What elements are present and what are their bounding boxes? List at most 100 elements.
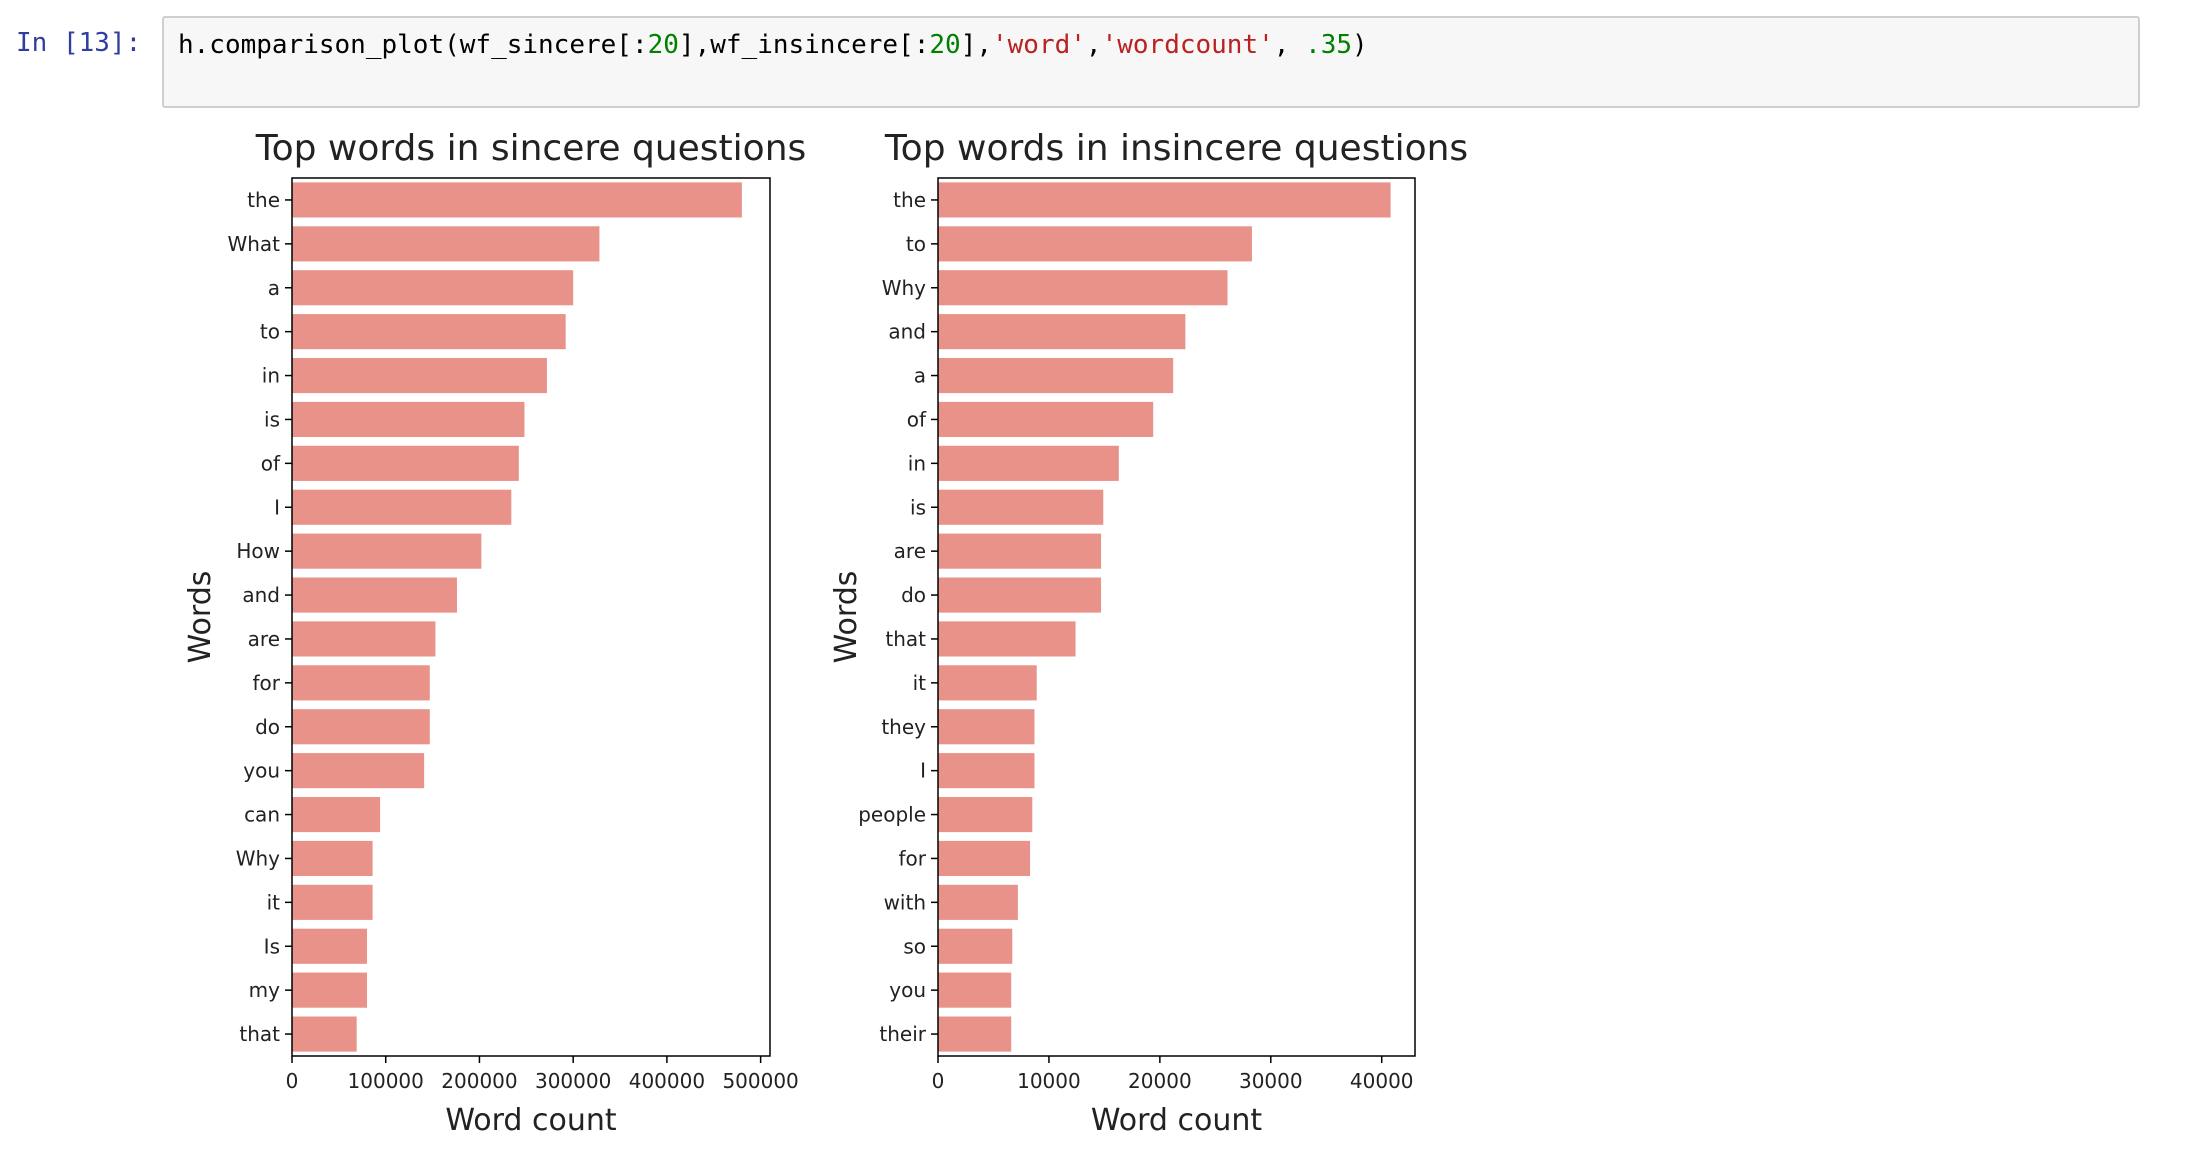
bar	[938, 401, 1154, 438]
bar	[938, 270, 1228, 306]
y-tick-label: the	[247, 188, 280, 212]
code-token: 20	[647, 30, 679, 60]
code-token: ],wf_insincere[:	[678, 30, 930, 60]
y-axis-label: Words	[183, 571, 218, 664]
y-tick-label: Is	[264, 934, 280, 958]
bar	[938, 928, 1013, 964]
y-tick-label: in	[262, 364, 280, 388]
bar	[938, 1016, 1012, 1052]
y-tick-label: you	[889, 978, 926, 1002]
bar	[938, 314, 1186, 350]
y-tick-label: for	[253, 671, 281, 695]
bar	[292, 533, 482, 569]
bar	[938, 884, 1018, 920]
y-tick-label: are	[894, 539, 926, 563]
bar	[292, 270, 574, 306]
y-tick-label: Why	[882, 276, 926, 300]
code-token: ],	[960, 30, 992, 60]
y-tick-label: the	[893, 188, 926, 212]
code-token: .35	[1305, 30, 1353, 60]
bar	[938, 709, 1035, 745]
x-tick-label: 400000	[629, 1069, 705, 1093]
y-tick-label: can	[244, 803, 280, 827]
y-tick-label: it	[913, 671, 927, 695]
x-axis-label: Word count	[445, 1103, 617, 1138]
y-tick-label: What	[227, 232, 280, 256]
chart-insincere: the to Why and a of in is are do that it they Ipeople…	[829, 128, 1468, 1138]
y-tick-label: so	[903, 934, 926, 958]
x-tick-label: 40000	[1350, 1069, 1414, 1093]
y-tick-label: a	[914, 364, 926, 388]
plot-frame	[291, 177, 771, 1057]
y-tick-label: and	[888, 320, 926, 344]
bar	[292, 445, 519, 481]
bar	[938, 972, 1012, 1008]
x-axis-label: Word count	[1091, 1103, 1263, 1138]
y-tick-label: do	[901, 583, 926, 607]
bar	[292, 665, 430, 701]
y-tick-label: I	[920, 759, 926, 783]
bar	[938, 840, 1031, 877]
bar	[292, 401, 525, 438]
code-token: 20	[929, 30, 961, 60]
chart-title: Top words in sincere questions	[255, 128, 807, 169]
code-token: 'wordcount'	[1101, 30, 1274, 60]
bar	[938, 182, 1391, 218]
y-tick-label: it	[267, 890, 281, 914]
y-tick-label: in	[908, 451, 926, 475]
bar	[292, 489, 512, 525]
bar	[292, 840, 373, 877]
bar	[938, 796, 1033, 833]
x-tick-label: 0	[286, 1069, 299, 1093]
bar	[938, 753, 1035, 789]
x-tick-label: 500000	[722, 1069, 798, 1093]
y-tick-label: their	[879, 1022, 926, 1046]
y-tick-label: is	[264, 407, 280, 431]
y-tick-label: a	[268, 276, 280, 300]
bar	[938, 357, 1174, 394]
bar	[292, 621, 436, 657]
y-tick-label: that	[239, 1022, 280, 1046]
bar	[938, 665, 1037, 701]
x-tick-label: 300000	[535, 1069, 611, 1093]
bar	[292, 709, 430, 745]
code-line[interactable]: h.comparison_plot(wf_sincere[:20],wf_ins…	[178, 30, 1368, 60]
y-tick-label: and	[242, 583, 280, 607]
bar	[292, 182, 742, 218]
y-tick-label: they	[881, 715, 926, 739]
x-tick-label: 10000	[1017, 1069, 1081, 1093]
y-axis-label: Words	[829, 571, 864, 664]
bar	[292, 577, 457, 613]
bar	[938, 489, 1104, 525]
code-token: h.comparison_plot(wf_sincere[:	[178, 30, 648, 60]
x-tick-label: 100000	[348, 1069, 424, 1093]
y-tick-label: Why	[236, 846, 280, 870]
code-token: )	[1352, 30, 1368, 60]
y-tick-label: of	[907, 407, 927, 431]
bar	[292, 357, 547, 394]
cell-prompt: In [13]:	[16, 28, 142, 58]
chart-title: Top words in insincere questions	[884, 128, 1468, 169]
bar	[938, 533, 1102, 569]
x-tick-label: 30000	[1239, 1069, 1303, 1093]
code-token: ,	[1273, 30, 1306, 60]
bar	[292, 928, 367, 964]
y-tick-label: of	[261, 451, 281, 475]
bar	[292, 796, 381, 833]
bar	[292, 884, 373, 920]
y-tick-label: is	[910, 495, 926, 519]
code-token: ,	[1085, 30, 1102, 60]
plot-frame	[937, 177, 1416, 1057]
y-tick-label: to	[260, 320, 280, 344]
code-input-cell[interactable]: h.comparison_plot(wf_sincere[:20],wf_ins…	[162, 16, 2140, 108]
bar	[938, 226, 1252, 262]
y-tick-label: you	[243, 759, 280, 783]
bar	[292, 226, 600, 262]
bar	[292, 753, 425, 789]
y-tick-label: How	[236, 539, 280, 563]
y-tick-label: with	[884, 890, 926, 914]
bar	[938, 621, 1076, 657]
bar	[292, 314, 566, 350]
y-tick-label: for	[899, 846, 927, 870]
